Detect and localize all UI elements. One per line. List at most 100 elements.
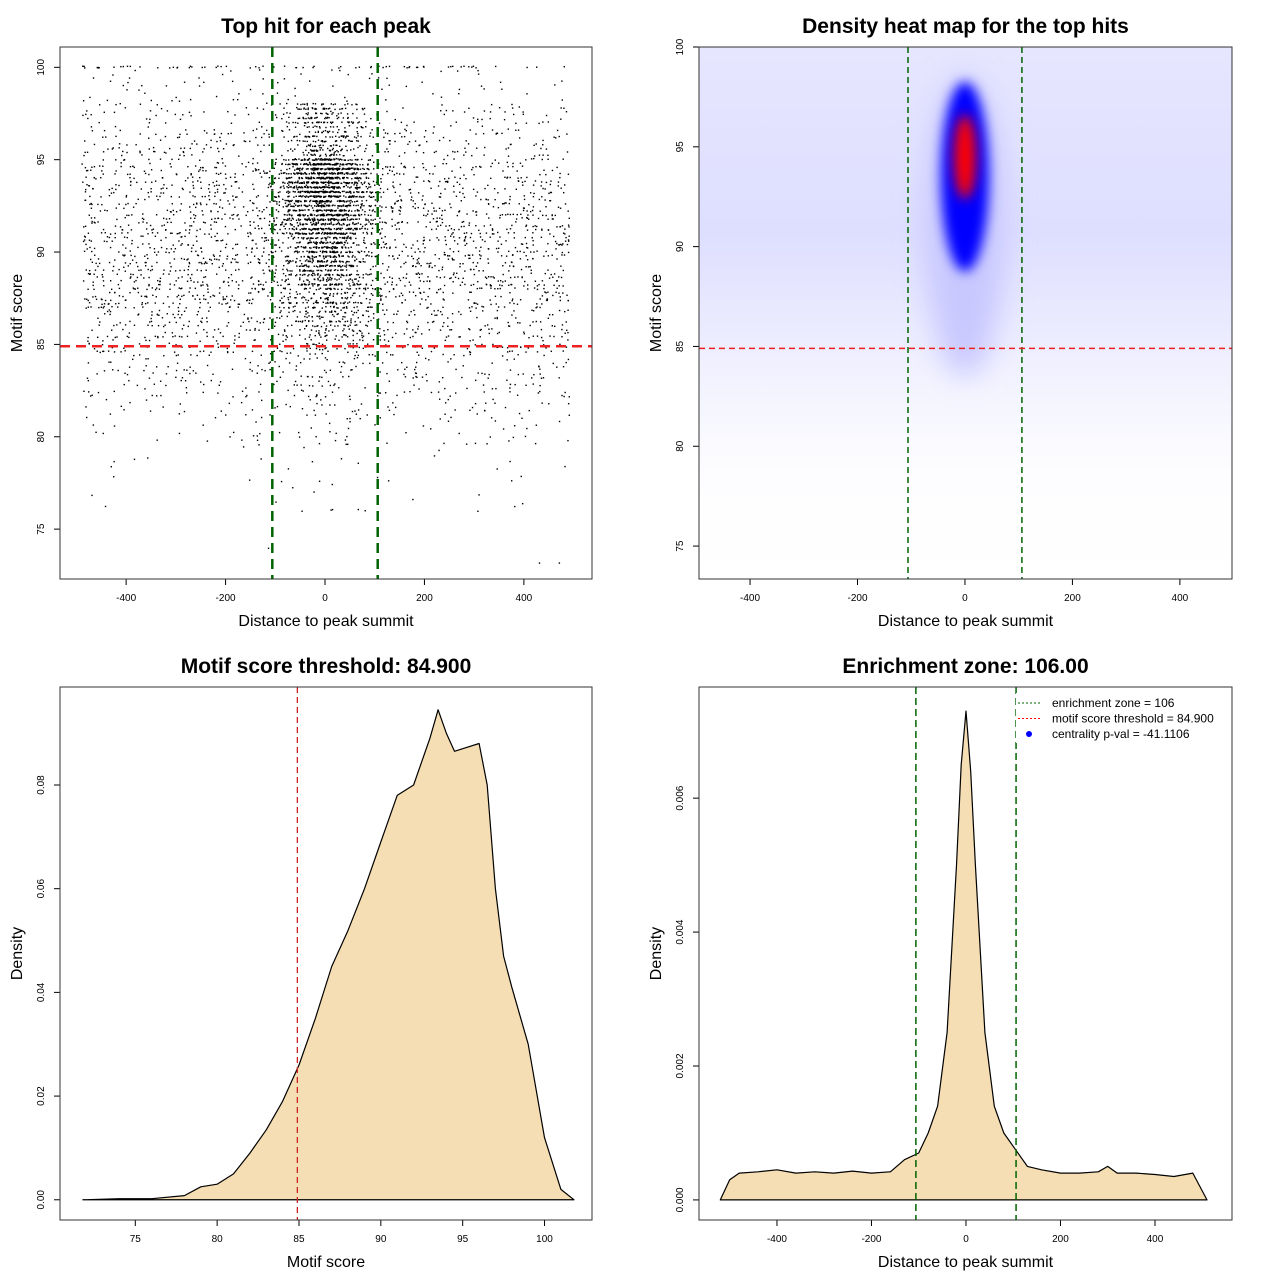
data-point — [189, 206, 191, 208]
data-point — [357, 280, 360, 282]
data-point — [352, 292, 355, 295]
data-point — [428, 172, 431, 175]
data-point — [505, 148, 507, 150]
data-point — [322, 250, 324, 253]
data-point — [516, 170, 518, 172]
data-point — [124, 299, 127, 301]
data-point — [422, 207, 425, 209]
data-point — [364, 288, 367, 291]
data-point — [335, 302, 337, 304]
data-point — [568, 217, 570, 220]
data-point — [131, 259, 134, 261]
data-point — [396, 394, 398, 397]
data-point — [308, 250, 311, 253]
data-point — [249, 261, 252, 264]
data-point — [355, 311, 358, 314]
data-point — [472, 261, 474, 264]
data-point — [492, 206, 495, 208]
data-point — [558, 244, 561, 246]
data-point — [423, 180, 425, 182]
data-point — [295, 66, 297, 69]
data-point — [140, 269, 142, 271]
data-point — [478, 494, 480, 496]
data-point — [410, 199, 412, 201]
data-point — [266, 129, 268, 132]
data-point — [354, 301, 357, 304]
data-point — [504, 406, 507, 409]
data-point — [341, 336, 343, 338]
data-point — [356, 270, 358, 272]
data-point — [144, 295, 146, 298]
data-point — [260, 416, 263, 419]
data-point — [328, 168, 331, 171]
data-point — [506, 379, 508, 381]
data-point — [363, 241, 365, 244]
data-point — [165, 85, 168, 87]
data-point — [489, 224, 492, 226]
data-point — [294, 191, 296, 193]
data-point — [458, 228, 460, 231]
data-point — [275, 196, 278, 198]
data-point — [209, 258, 211, 261]
data-point — [346, 242, 349, 244]
data-point — [107, 303, 110, 305]
data-point — [336, 228, 339, 230]
data-point — [433, 310, 435, 312]
data-point — [227, 310, 229, 313]
data-point — [124, 216, 126, 219]
data-point — [475, 247, 477, 249]
data-point — [94, 295, 97, 298]
data-point — [175, 173, 178, 175]
data-point — [365, 273, 367, 275]
data-point — [316, 172, 319, 174]
data-point — [413, 166, 415, 169]
data-point — [307, 176, 309, 179]
data-point — [463, 232, 466, 235]
data-point — [234, 335, 236, 337]
data-point — [327, 350, 329, 352]
data-point — [393, 258, 395, 260]
data-point — [471, 154, 473, 157]
data-point — [265, 172, 267, 174]
data-point — [540, 336, 543, 339]
data-point — [305, 288, 308, 290]
data-point — [291, 233, 294, 235]
data-point — [548, 314, 551, 316]
data-point — [416, 259, 419, 261]
data-point — [231, 368, 234, 370]
data-point — [331, 69, 333, 71]
data-point — [355, 258, 358, 260]
data-point — [450, 65, 452, 68]
data-point — [298, 209, 301, 211]
data-point — [350, 219, 352, 221]
data-point — [487, 248, 490, 250]
data-point — [324, 396, 327, 398]
data-point — [322, 256, 325, 258]
data-point — [86, 110, 88, 112]
data-point — [349, 228, 352, 231]
data-point — [340, 293, 343, 295]
data-point — [259, 383, 262, 386]
data-point — [383, 313, 386, 316]
data-point — [285, 163, 287, 166]
data-point — [436, 291, 438, 294]
data-point — [202, 221, 205, 223]
data-point — [262, 65, 264, 67]
data-point — [173, 284, 176, 286]
data-point — [274, 276, 276, 278]
data-point — [511, 350, 513, 352]
data-point — [132, 165, 134, 167]
data-point — [549, 183, 552, 186]
data-point — [200, 261, 202, 264]
data-point — [341, 260, 343, 263]
data-point — [372, 313, 375, 315]
data-point — [453, 191, 455, 193]
data-point — [320, 399, 322, 401]
data-point — [127, 224, 130, 226]
data-point — [532, 232, 534, 234]
data-point — [123, 158, 126, 161]
data-point — [146, 222, 148, 224]
data-point — [313, 164, 315, 166]
data-point — [158, 314, 160, 316]
data-point — [360, 250, 363, 252]
